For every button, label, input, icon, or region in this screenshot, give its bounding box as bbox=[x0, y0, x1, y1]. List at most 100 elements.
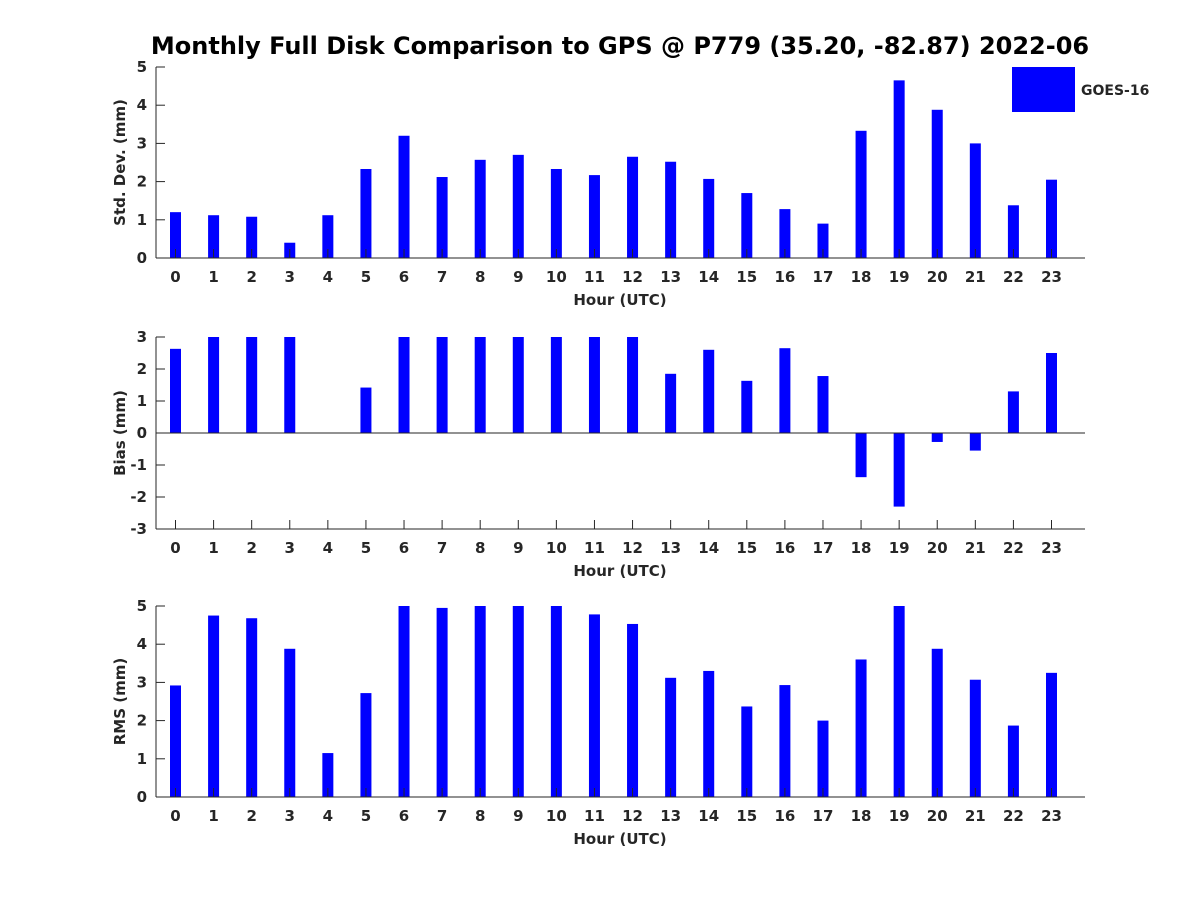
legend-label: GOES-16 bbox=[1081, 83, 1149, 99]
x-axis-label: Hour (UTC) bbox=[573, 562, 666, 580]
bar-hour-12: GOES-16 12: 4.53 bbox=[627, 623, 639, 797]
x-tick-label: 21 bbox=[965, 807, 986, 825]
bar-hour-14: GOES-16 14: 3.3 bbox=[703, 670, 715, 797]
bar-hour-19: GOES-16 19: 5 bbox=[893, 606, 905, 797]
x-tick-label: 6 bbox=[399, 807, 409, 825]
x-tick-label: 5 bbox=[361, 268, 371, 286]
bar-hour-10: GOES-16 10: 5 bbox=[550, 606, 562, 797]
subplot-2: GOES-16 0: 2.63 GOES-16 1: 3 GOES-16 2: 3 G… bbox=[111, 328, 1085, 580]
y-tick-label: 1 bbox=[137, 392, 147, 410]
bar-hour-14: GOES-16 14: 2.07 bbox=[703, 178, 715, 258]
bar-hour-0: GOES-16 0: 2.63 bbox=[170, 348, 181, 433]
x-tick-label: 4 bbox=[323, 539, 333, 557]
bar-hour-2: GOES-16 2: 1.08 bbox=[246, 216, 258, 258]
bar-hour-20: GOES-16 20: 3.88 bbox=[931, 109, 943, 258]
y-tick-label: 4 bbox=[137, 635, 147, 653]
bar-hour-23: GOES-16 23: 3.25 bbox=[1046, 672, 1057, 797]
subplots: GOES-16 0: 1.2 GOES-16 1: 1.12 GOES-16 2: … bbox=[111, 58, 1085, 848]
bar-hour-10: GOES-16 10: 2.33 bbox=[550, 168, 562, 258]
x-tick-label: 21 bbox=[965, 268, 986, 286]
bar-hour-13: GOES-16 13: 3.12 bbox=[665, 677, 677, 797]
bar-hour-12: GOES-16 12: 3 bbox=[627, 337, 639, 433]
bar-hour-5: GOES-16 5: 2.33 bbox=[360, 168, 372, 258]
x-tick-label: 12 bbox=[622, 268, 643, 286]
y-tick-label: 4 bbox=[137, 96, 147, 114]
x-tick-label: 14 bbox=[698, 539, 719, 557]
x-tick-label: 15 bbox=[736, 807, 757, 825]
x-tick-label: 16 bbox=[774, 539, 795, 557]
y-tick-label: 0 bbox=[137, 788, 147, 806]
y-tick-label: 3 bbox=[137, 134, 147, 152]
bar-hour-13: GOES-16 13: 2.52 bbox=[665, 161, 677, 258]
y-tick-label: 2 bbox=[137, 360, 147, 378]
chart-title: Monthly Full Disk Comparison to GPS @ P7… bbox=[151, 32, 1089, 60]
y-tick-label: -2 bbox=[130, 488, 147, 506]
y-tick-label: -3 bbox=[130, 520, 147, 538]
x-tick-label: 0 bbox=[170, 268, 180, 286]
x-tick-label: 1 bbox=[208, 539, 218, 557]
y-tick-label: 5 bbox=[137, 58, 147, 76]
x-tick-label: 12 bbox=[622, 807, 643, 825]
bar-hour-6: GOES-16 6: 3.2 bbox=[398, 135, 410, 258]
x-tick-label: 18 bbox=[851, 807, 872, 825]
x-tick-label: 10 bbox=[546, 539, 567, 557]
bar-hour-21: GOES-16 21: 3 bbox=[969, 143, 981, 258]
bar-hour-6: GOES-16 6: 5 bbox=[398, 606, 410, 797]
x-tick-label: 16 bbox=[774, 807, 795, 825]
x-tick-label: 22 bbox=[1003, 268, 1024, 286]
bar-hour-1: GOES-16 1: 1.12 bbox=[208, 215, 220, 258]
x-tick-label: 11 bbox=[584, 268, 605, 286]
x-tick-label: 16 bbox=[774, 268, 795, 286]
x-tick-label: 5 bbox=[361, 539, 371, 557]
bar-hour-5: GOES-16 5: 1.42 bbox=[360, 387, 372, 433]
x-tick-label: 21 bbox=[965, 539, 986, 557]
x-tick-label: 12 bbox=[622, 539, 643, 557]
bar-hour-17: GOES-16 17: 2 bbox=[817, 720, 829, 797]
bar-hour-11: GOES-16 11: 4.78 bbox=[588, 614, 600, 797]
x-tick-label: 14 bbox=[698, 268, 719, 286]
bar-hour-20: GOES-16 20: -0.28 bbox=[931, 433, 943, 442]
x-tick-label: 0 bbox=[170, 807, 180, 825]
x-tick-label: 17 bbox=[813, 268, 834, 286]
bar-hour-8: GOES-16 8: 2.57 bbox=[474, 159, 486, 258]
x-tick-label: 23 bbox=[1041, 539, 1062, 557]
bar-hour-20: GOES-16 20: 3.88 bbox=[931, 648, 943, 797]
x-tick-label: 22 bbox=[1003, 807, 1024, 825]
bar-hour-22: GOES-16 22: 1.38 bbox=[1007, 205, 1019, 258]
x-axis-label: Hour (UTC) bbox=[573, 830, 666, 848]
x-tick-label: 6 bbox=[399, 268, 409, 286]
bar-hour-2: GOES-16 2: 4.68 bbox=[246, 618, 258, 797]
x-tick-label: 9 bbox=[513, 539, 523, 557]
x-tick-label: 20 bbox=[927, 268, 948, 286]
bar-hour-16: GOES-16 16: 2.65 bbox=[779, 348, 791, 433]
x-tick-label: 19 bbox=[889, 268, 910, 286]
x-tick-label: 7 bbox=[437, 268, 447, 286]
x-tick-label: 3 bbox=[285, 539, 295, 557]
bar-hour-1: GOES-16 1: 4.75 bbox=[208, 615, 220, 797]
y-tick-label: 0 bbox=[137, 249, 147, 267]
x-tick-label: 3 bbox=[285, 268, 295, 286]
x-tick-label: 4 bbox=[323, 807, 333, 825]
bar-hour-23: GOES-16 23: 2.05 bbox=[1046, 179, 1057, 258]
bar-hour-15: GOES-16 15: 1.63 bbox=[741, 380, 753, 433]
x-axis-label: Hour (UTC) bbox=[573, 291, 666, 309]
x-tick-label: 9 bbox=[513, 807, 523, 825]
bar-hour-0: GOES-16 0: 1.2 bbox=[170, 212, 181, 258]
bar-hour-7: GOES-16 7: 4.95 bbox=[436, 607, 448, 797]
bar-hour-7: GOES-16 7: 2.12 bbox=[436, 177, 448, 258]
x-tick-label: 10 bbox=[546, 268, 567, 286]
x-tick-label: 2 bbox=[246, 807, 256, 825]
x-tick-label: 0 bbox=[170, 539, 180, 557]
x-tick-label: 2 bbox=[246, 539, 256, 557]
bar-hour-5: GOES-16 5: 2.72 bbox=[360, 693, 372, 797]
bar-hour-4: GOES-16 4: 1.15 bbox=[322, 753, 334, 797]
bar-hour-19: GOES-16 19: -2.3 bbox=[893, 433, 905, 507]
y-tick-label: 1 bbox=[137, 211, 147, 229]
x-tick-label: 23 bbox=[1041, 807, 1062, 825]
subplot-1: GOES-16 0: 1.2 GOES-16 1: 1.12 GOES-16 2: … bbox=[111, 58, 1085, 309]
x-tick-label: 17 bbox=[813, 807, 834, 825]
bar-hour-9: GOES-16 9: 2.7 bbox=[512, 154, 524, 258]
x-tick-label: 6 bbox=[399, 539, 409, 557]
bar-hour-17: GOES-16 17: 0.9 bbox=[817, 223, 829, 258]
